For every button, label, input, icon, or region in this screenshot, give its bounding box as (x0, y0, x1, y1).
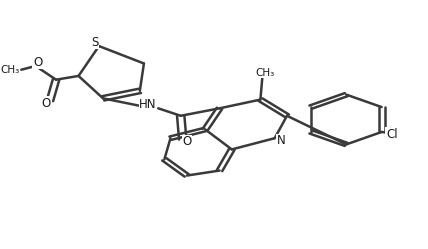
Text: O: O (33, 56, 42, 69)
Text: Cl: Cl (386, 128, 398, 141)
Text: HN: HN (139, 98, 157, 111)
Text: N: N (276, 134, 285, 147)
Text: CH₃: CH₃ (255, 68, 274, 78)
Text: S: S (91, 36, 98, 49)
Text: O: O (182, 135, 191, 148)
Text: O: O (41, 97, 51, 110)
Text: CH₃: CH₃ (0, 65, 19, 75)
